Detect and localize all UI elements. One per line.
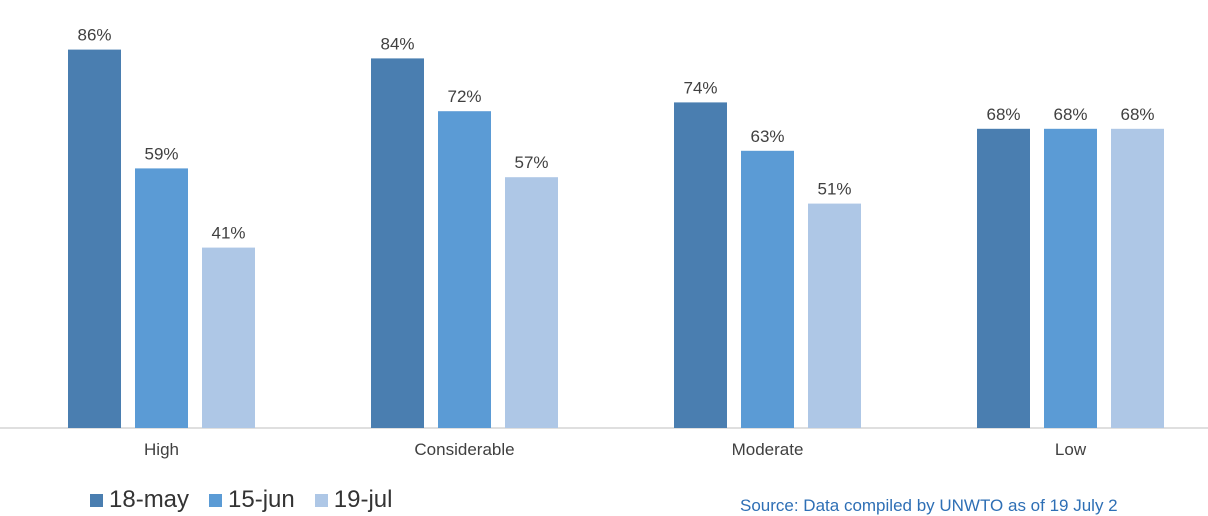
x-tick-label: High <box>144 440 179 459</box>
x-tick-label: Considerable <box>414 440 514 459</box>
data-label: 51% <box>817 180 851 199</box>
bar-low-15-jun <box>1044 128 1097 429</box>
bar-considerable-15-jun <box>438 111 491 428</box>
data-label: 84% <box>380 34 414 53</box>
data-label: 74% <box>683 78 717 97</box>
data-label: 68% <box>986 105 1020 124</box>
legend-item: 19-jul <box>314 486 393 514</box>
data-label: 57% <box>514 153 548 172</box>
bar-considerable-18-may <box>371 58 424 429</box>
data-label: 68% <box>1120 105 1154 124</box>
x-tick-label: Moderate <box>732 440 804 459</box>
source-note: Source: Data compiled by UNWTO as of 19 … <box>740 496 1118 515</box>
data-label: 63% <box>750 127 784 146</box>
legend-item: 18-may <box>90 486 189 514</box>
data-label: 41% <box>211 224 245 243</box>
legend-item: 15-jun <box>209 486 295 514</box>
data-label: 86% <box>77 26 111 45</box>
legend-swatch <box>90 493 103 507</box>
bar-high-19-jul <box>202 247 255 428</box>
legend-label: 15-jun <box>228 486 295 513</box>
legend-label: 18-may <box>109 486 190 513</box>
x-tick-label: Low <box>1055 440 1087 459</box>
legend-swatch <box>314 493 328 507</box>
bar-high-15-jun <box>135 168 188 428</box>
data-label: 59% <box>144 144 178 163</box>
bar-high-18-may <box>68 49 121 428</box>
bar-low-19-jul <box>1111 128 1164 429</box>
bar-low-18-may <box>977 128 1030 429</box>
bar-moderate-19-jul <box>808 203 861 428</box>
legend: 18-may 15-jun 19-jul <box>90 486 392 514</box>
bar-moderate-15-jun <box>741 150 794 429</box>
bar-considerable-19-jul <box>505 177 558 428</box>
bar-moderate-18-may <box>674 102 727 429</box>
legend-label: 19-jul <box>333 486 393 513</box>
data-label: 72% <box>447 87 481 106</box>
data-label: 68% <box>1053 105 1087 124</box>
legend-swatch <box>209 493 223 507</box>
